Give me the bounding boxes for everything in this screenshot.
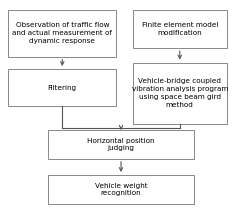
FancyBboxPatch shape [133,10,227,48]
Text: Finite element model
modification: Finite element model modification [141,22,218,36]
FancyBboxPatch shape [8,69,116,107]
Text: Filtering: Filtering [48,85,77,91]
Text: Horizontal position
judging: Horizontal position judging [87,138,155,151]
FancyBboxPatch shape [133,63,227,124]
Text: Vehicle-bridge coupled
vibration analysis program
using space beam gird
method: Vehicle-bridge coupled vibration analysi… [132,79,228,108]
Text: Vehicle weight
recognition: Vehicle weight recognition [95,183,147,196]
FancyBboxPatch shape [8,10,116,57]
FancyBboxPatch shape [48,175,194,204]
Text: Observation of traffic flow
and actual measurement of
dynamic response: Observation of traffic flow and actual m… [12,22,112,44]
FancyBboxPatch shape [48,130,194,159]
